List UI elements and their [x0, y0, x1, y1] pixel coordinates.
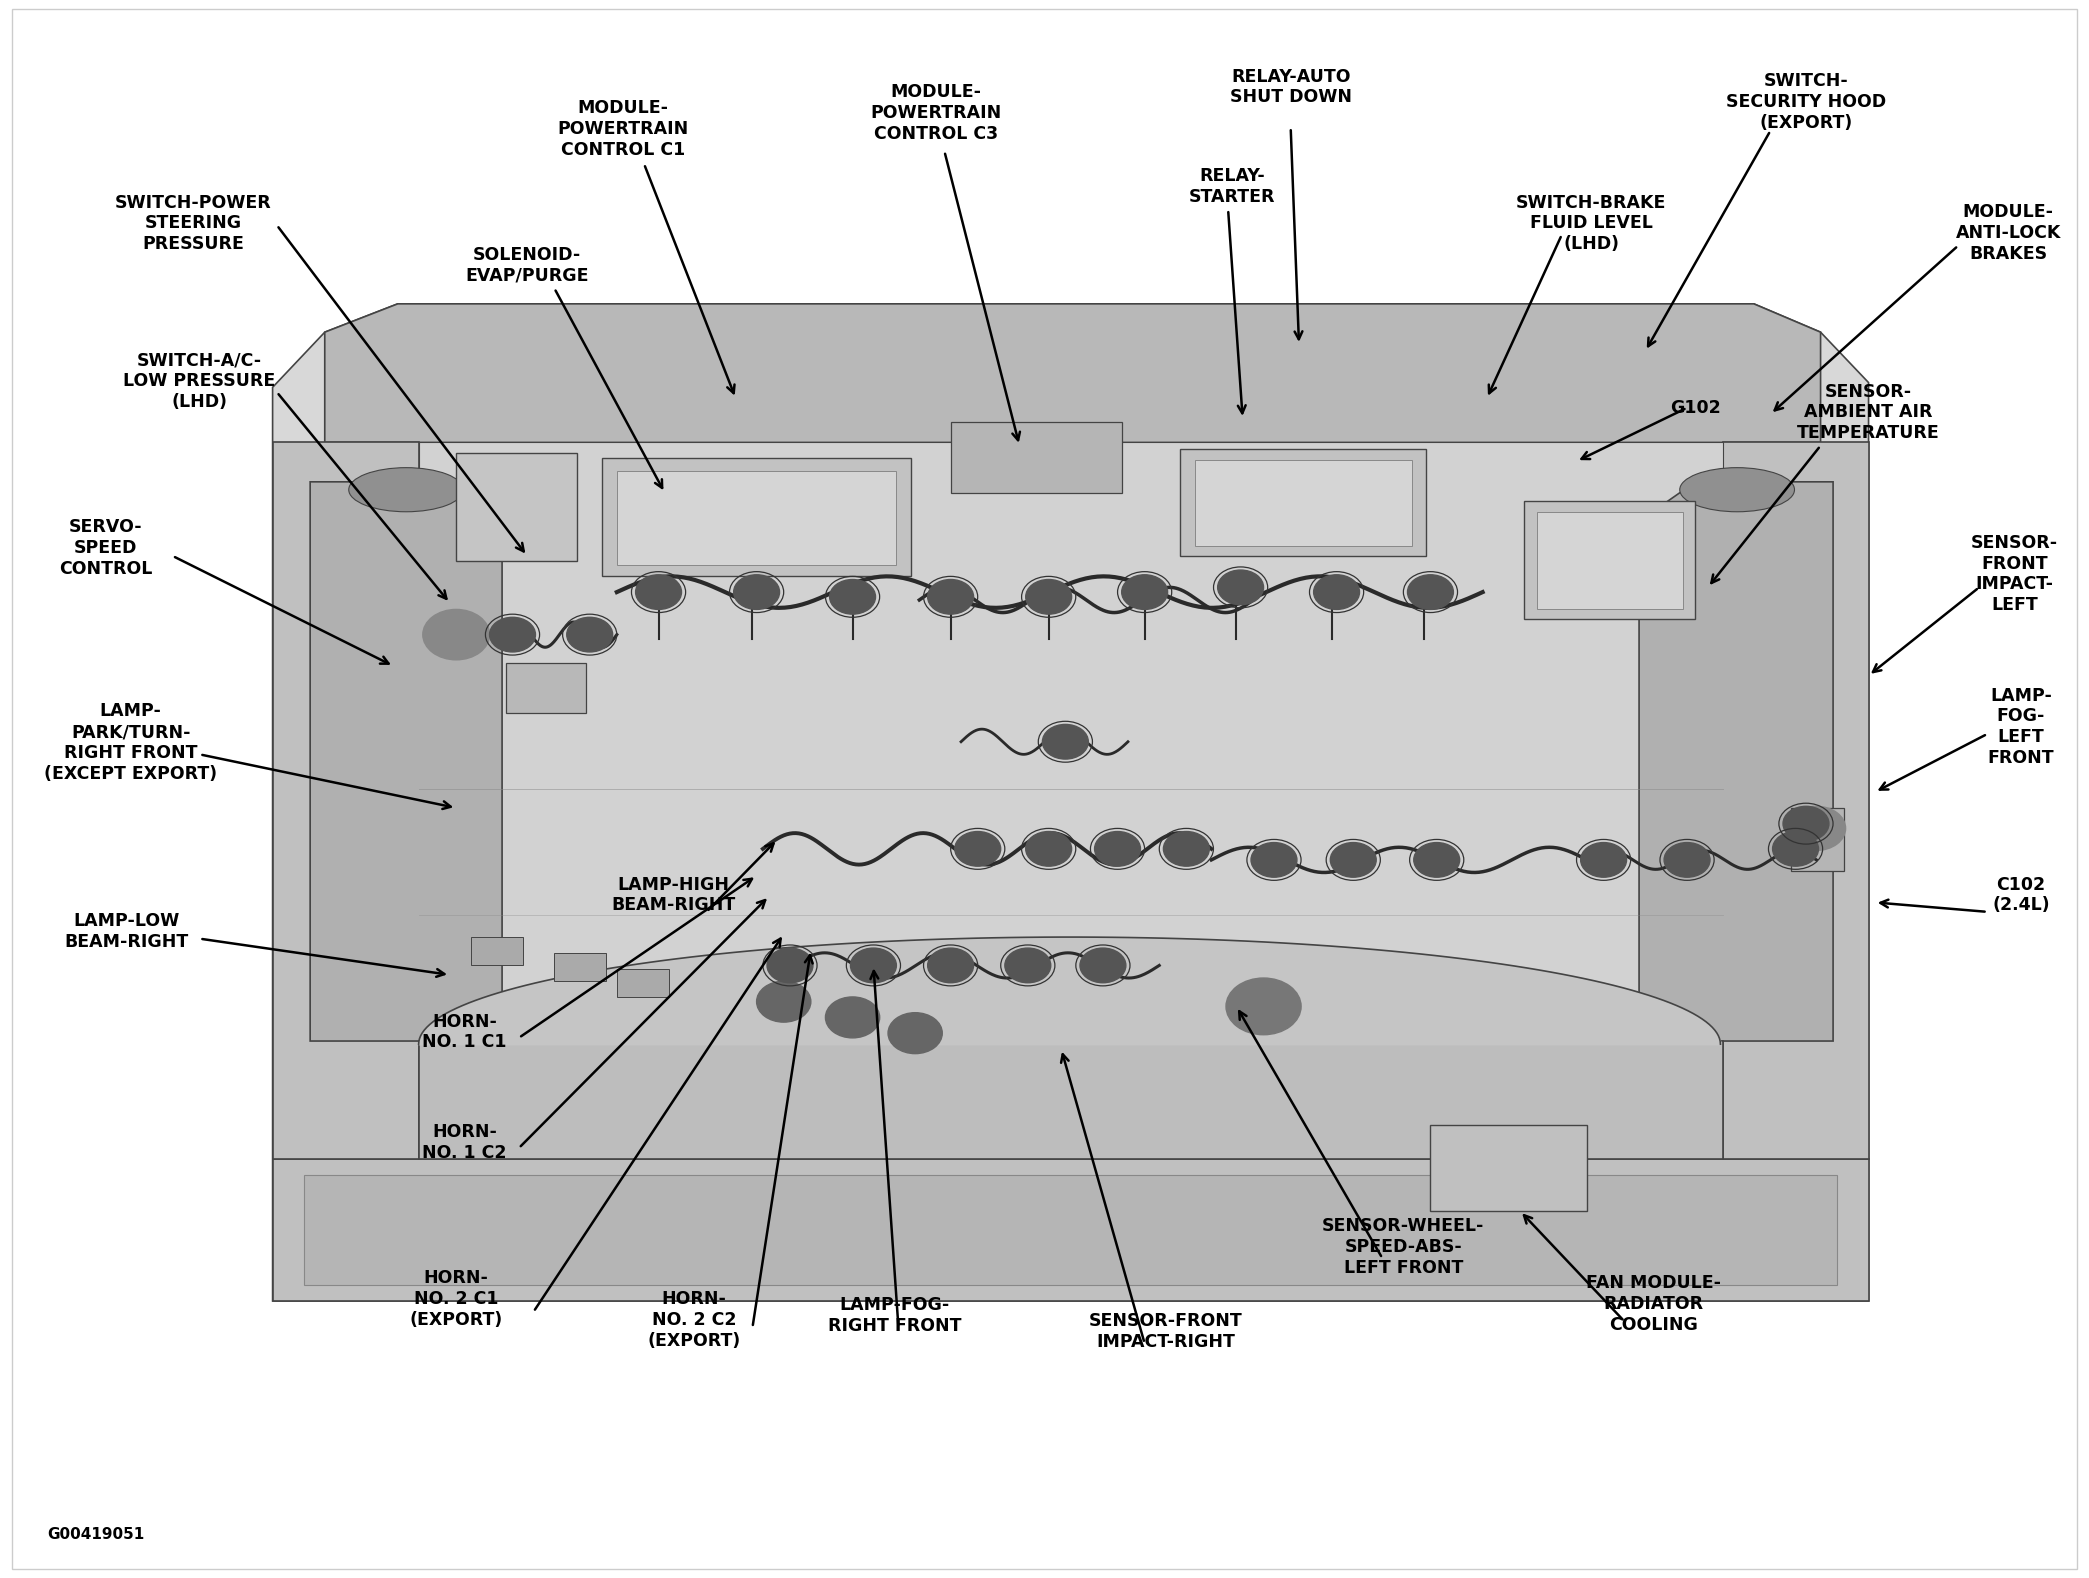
- Polygon shape: [272, 305, 1868, 1300]
- Circle shape: [1164, 832, 1210, 866]
- Circle shape: [825, 997, 879, 1038]
- Circle shape: [1331, 843, 1377, 877]
- Text: SERVO-
SPEED
CONTROL: SERVO- SPEED CONTROL: [58, 518, 152, 578]
- Text: RELAY-AUTO
SHUT DOWN: RELAY-AUTO SHUT DOWN: [1230, 68, 1352, 106]
- Text: C102
(2.4L): C102 (2.4L): [1993, 876, 2049, 914]
- Polygon shape: [1640, 481, 1832, 1041]
- FancyBboxPatch shape: [1431, 1125, 1588, 1212]
- FancyBboxPatch shape: [455, 453, 577, 560]
- Text: LAMP-FOG-
RIGHT FRONT: LAMP-FOG- RIGHT FRONT: [827, 1296, 961, 1335]
- Polygon shape: [324, 305, 1822, 442]
- FancyBboxPatch shape: [616, 969, 668, 997]
- FancyBboxPatch shape: [506, 663, 585, 713]
- Circle shape: [489, 617, 535, 652]
- Polygon shape: [418, 442, 1723, 1041]
- FancyBboxPatch shape: [554, 953, 606, 982]
- Ellipse shape: [1680, 467, 1794, 511]
- Text: SWITCH-A/C-
LOW PRESSURE
(LHD): SWITCH-A/C- LOW PRESSURE (LHD): [123, 350, 276, 410]
- FancyBboxPatch shape: [1195, 459, 1412, 546]
- Circle shape: [1784, 806, 1830, 841]
- Circle shape: [1788, 806, 1845, 851]
- Circle shape: [888, 1013, 942, 1054]
- Circle shape: [1218, 570, 1264, 604]
- Text: SENSOR-
AMBIENT AIR
TEMPERATURE: SENSOR- AMBIENT AIR TEMPERATURE: [1797, 382, 1941, 442]
- Text: MODULE-
POWERTRAIN
CONTROL C3: MODULE- POWERTRAIN CONTROL C3: [871, 84, 1001, 144]
- Circle shape: [422, 609, 489, 660]
- Circle shape: [1414, 843, 1460, 877]
- Text: LAMP-
PARK/TURN-
RIGHT FRONT
(EXCEPT EXPORT): LAMP- PARK/TURN- RIGHT FRONT (EXCEPT EXP…: [44, 702, 217, 783]
- Circle shape: [756, 982, 811, 1023]
- FancyBboxPatch shape: [1525, 500, 1696, 619]
- Circle shape: [767, 948, 813, 983]
- Circle shape: [1026, 579, 1072, 614]
- Text: SENSOR-WHEEL-
SPEED-ABS-
LEFT FRONT: SENSOR-WHEEL- SPEED-ABS- LEFT FRONT: [1322, 1218, 1485, 1277]
- Circle shape: [1005, 948, 1051, 983]
- FancyBboxPatch shape: [950, 421, 1122, 492]
- Ellipse shape: [349, 467, 464, 511]
- Circle shape: [928, 948, 973, 983]
- Text: LAMP-
FOG-
LEFT
FRONT: LAMP- FOG- LEFT FRONT: [1987, 686, 2053, 767]
- Circle shape: [1774, 832, 1820, 866]
- Circle shape: [1080, 948, 1126, 983]
- FancyBboxPatch shape: [1180, 448, 1427, 555]
- Text: LAMP-HIGH
BEAM-RIGHT: LAMP-HIGH BEAM-RIGHT: [610, 876, 735, 914]
- FancyBboxPatch shape: [616, 470, 896, 565]
- Text: SENSOR-
FRONT
IMPACT-
LEFT: SENSOR- FRONT IMPACT- LEFT: [1972, 533, 2058, 614]
- Text: SENSOR-FRONT
IMPACT-RIGHT: SENSOR-FRONT IMPACT-RIGHT: [1088, 1311, 1243, 1351]
- Circle shape: [1408, 574, 1454, 609]
- Polygon shape: [309, 481, 501, 1041]
- Circle shape: [1042, 724, 1088, 759]
- Polygon shape: [418, 1041, 1723, 1160]
- Text: SWITCH-POWER
STEERING
PRESSURE: SWITCH-POWER STEERING PRESSURE: [115, 194, 272, 252]
- Text: SWITCH-
SECURITY HOOD
(EXPORT): SWITCH- SECURITY HOOD (EXPORT): [1726, 73, 1886, 133]
- Text: LAMP-LOW
BEAM-RIGHT: LAMP-LOW BEAM-RIGHT: [65, 912, 188, 950]
- Text: HORN-
NO. 1 C2: HORN- NO. 1 C2: [422, 1124, 508, 1161]
- FancyBboxPatch shape: [1538, 511, 1684, 609]
- Polygon shape: [272, 442, 418, 1160]
- Circle shape: [1026, 832, 1072, 866]
- Circle shape: [1251, 843, 1297, 877]
- Circle shape: [955, 832, 1001, 866]
- Polygon shape: [272, 1160, 1868, 1300]
- Text: G00419051: G00419051: [48, 1528, 144, 1542]
- Circle shape: [733, 574, 779, 609]
- Polygon shape: [303, 1176, 1836, 1284]
- Text: HORN-
NO. 2 C2
(EXPORT): HORN- NO. 2 C2 (EXPORT): [648, 1289, 742, 1349]
- FancyBboxPatch shape: [1792, 808, 1842, 871]
- Text: G102: G102: [1671, 399, 1721, 417]
- Circle shape: [850, 948, 896, 983]
- Circle shape: [566, 617, 612, 652]
- Text: HORN-
NO. 1 C1: HORN- NO. 1 C1: [422, 1013, 508, 1051]
- Text: FAN MODULE-
RADIATOR
COOLING: FAN MODULE- RADIATOR COOLING: [1586, 1273, 1721, 1333]
- FancyBboxPatch shape: [602, 458, 911, 576]
- Text: RELAY-
STARTER: RELAY- STARTER: [1189, 167, 1276, 205]
- Circle shape: [1314, 574, 1360, 609]
- Circle shape: [1226, 978, 1301, 1035]
- Circle shape: [635, 574, 681, 609]
- Text: HORN-
NO. 2 C1
(EXPORT): HORN- NO. 2 C1 (EXPORT): [409, 1269, 503, 1329]
- Circle shape: [928, 579, 973, 614]
- Text: SOLENOID-
EVAP/PURGE: SOLENOID- EVAP/PURGE: [466, 246, 589, 284]
- Text: MODULE-
POWERTRAIN
CONTROL C1: MODULE- POWERTRAIN CONTROL C1: [558, 99, 689, 159]
- Circle shape: [1122, 574, 1168, 609]
- Circle shape: [1095, 832, 1141, 866]
- Polygon shape: [1723, 442, 1868, 1160]
- Circle shape: [1581, 843, 1627, 877]
- Text: SWITCH-BRAKE
FLUID LEVEL
(LHD): SWITCH-BRAKE FLUID LEVEL (LHD): [1517, 194, 1667, 252]
- Circle shape: [829, 579, 875, 614]
- Text: MODULE-
ANTI-LOCK
BRAKES: MODULE- ANTI-LOCK BRAKES: [1955, 204, 2062, 262]
- FancyBboxPatch shape: [470, 937, 522, 966]
- Circle shape: [1665, 843, 1711, 877]
